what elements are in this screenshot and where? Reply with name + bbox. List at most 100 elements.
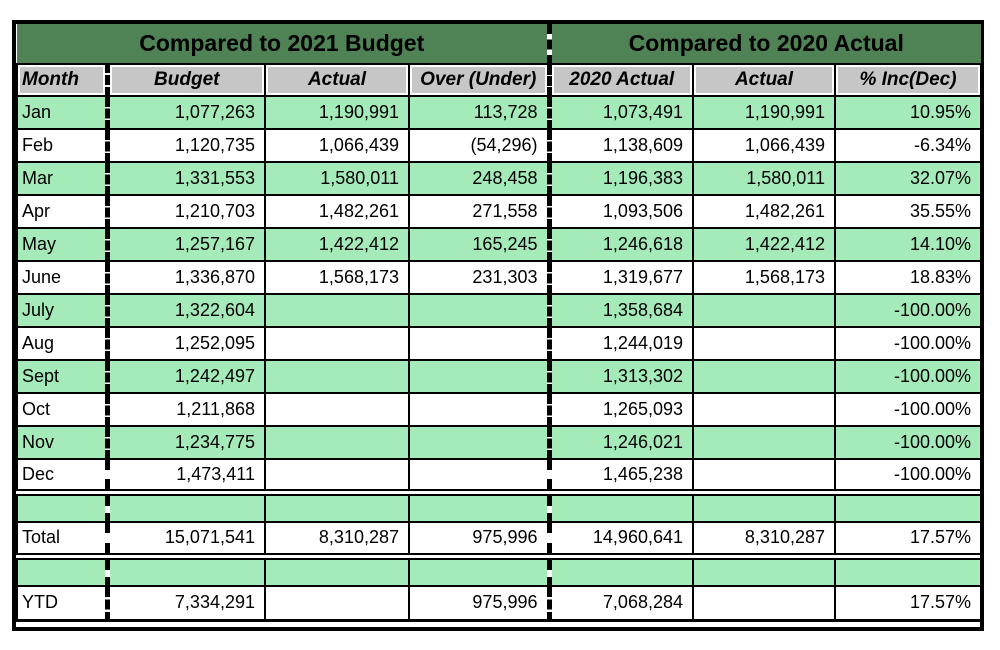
cell-ytd-2020-actual: 7,068,284: [546, 585, 694, 622]
cell-budget: 1,331,553: [106, 161, 266, 196]
cell-actual: [264, 425, 410, 460]
cell-over-under: [408, 392, 550, 427]
spacer-cell: [16, 552, 110, 587]
cell-over-under: 248,458: [408, 161, 550, 196]
cell-ytd-budget: 7,334,291: [106, 585, 266, 622]
column-header-actual-vs: Actual: [692, 63, 836, 97]
cell-over-under: [408, 326, 550, 361]
column-header-month: Month: [16, 63, 110, 97]
group-title-2020-actual: Compared to 2020 Actual: [546, 24, 982, 65]
cell-budget: 1,234,775: [106, 425, 266, 460]
cell-actual-vs: 1,066,439: [692, 128, 836, 163]
cell-budget: 1,211,868: [106, 392, 266, 427]
cell-over-under: [408, 458, 550, 493]
cell-actual-vs: [692, 293, 836, 328]
cell-total-2020-actual: 14,960,641: [546, 521, 694, 557]
cell-actual: 1,482,261: [264, 194, 410, 229]
cell-actual-vs: [692, 392, 836, 427]
cell-actual: 1,066,439: [264, 128, 410, 163]
cell-over-under: (54,296): [408, 128, 550, 163]
cell-pct-inc-dec: 18.83%: [833, 260, 983, 295]
table-row-sept: Sept 1,242,497 1,313,302 -100.00%: [16, 359, 983, 394]
cell-actual: [264, 392, 410, 427]
cell-actual-vs: [692, 458, 836, 493]
cell-month: Sept: [16, 359, 110, 394]
table-row-aug: Aug 1,252,095 1,244,019 -100.00%: [16, 326, 983, 361]
cell-month: Aug: [16, 326, 110, 361]
column-header-budget: Budget: [106, 63, 266, 97]
cell-pct-inc-dec: -100.00%: [833, 425, 983, 460]
cell-2020-actual: 1,093,506: [546, 194, 694, 229]
ytd-row: YTD 7,334,291 975,996 7,068,284 17.57%: [16, 585, 983, 622]
cell-pct-inc-dec: -100.00%: [833, 359, 983, 394]
cell-actual: 1,580,011: [264, 161, 410, 196]
cell-2020-actual: 1,244,019: [546, 326, 694, 361]
cell-actual: 1,568,173: [264, 260, 410, 295]
cell-actual: [264, 458, 410, 493]
table-row-nov: Nov 1,234,775 1,246,021 -100.00%: [16, 425, 983, 460]
cell-month: Dec: [16, 458, 110, 493]
cell-month: Oct: [16, 392, 110, 427]
cell-actual: [264, 359, 410, 394]
cell-total-pct-inc-dec: 17.57%: [833, 521, 983, 557]
cell-actual-vs: [692, 425, 836, 460]
cell-2020-actual: 1,313,302: [546, 359, 694, 394]
spacer-cell: [408, 488, 550, 523]
cell-ytd-label: YTD: [16, 585, 110, 622]
cell-ytd-actual: [264, 585, 410, 622]
column-header-row: Month Budget Actual Over (Under) 2020 Ac…: [16, 63, 983, 97]
cell-month: July: [16, 293, 110, 328]
spacer-cell: [833, 552, 983, 587]
cell-pct-inc-dec: 35.55%: [833, 194, 983, 229]
spacer-cell: [833, 488, 983, 523]
cell-actual-vs: [692, 359, 836, 394]
cell-budget: 1,336,870: [106, 260, 266, 295]
cell-total-actual: 8,310,287: [264, 521, 410, 557]
cell-pct-inc-dec: 14.10%: [833, 227, 983, 262]
cell-actual-vs: 1,568,173: [692, 260, 836, 295]
cell-2020-actual: 1,073,491: [546, 95, 694, 130]
group-title-2021-budget: Compared to 2021 Budget: [17, 24, 549, 65]
cell-over-under: 231,303: [408, 260, 550, 295]
cell-budget: 1,252,095: [106, 326, 266, 361]
spacer-row: [16, 552, 983, 587]
cell-2020-actual: 1,196,383: [546, 161, 694, 196]
cell-month: June: [16, 260, 110, 295]
table-row-feb: Feb 1,120,735 1,066,439 (54,296) 1,138,6…: [16, 128, 983, 163]
cell-total-actual-vs: 8,310,287: [692, 521, 836, 557]
table-row-dec: Dec 1,473,411 1,465,238 -100.00%: [16, 458, 983, 493]
column-header-2020-actual: 2020 Actual: [546, 63, 694, 97]
cell-month: May: [16, 227, 110, 262]
column-header-actual: Actual: [264, 63, 410, 97]
cell-pct-inc-dec: -100.00%: [833, 392, 983, 427]
spacer-cell: [106, 488, 266, 523]
cell-ytd-over-under: 975,996: [408, 585, 550, 622]
cell-over-under: 165,245: [408, 227, 550, 262]
table-row-june: June 1,336,870 1,568,173 231,303 1,319,6…: [16, 260, 983, 295]
spacer-cell: [264, 552, 410, 587]
column-header-pct-inc-dec: % Inc(Dec): [833, 63, 983, 97]
cell-pct-inc-dec: -100.00%: [833, 458, 983, 493]
cell-2020-actual: 1,358,684: [546, 293, 694, 328]
spacer-cell: [408, 552, 550, 587]
cell-month: Nov: [16, 425, 110, 460]
budget-comparison-table: Compared to 2021 Budget Compared to 2020…: [16, 24, 983, 622]
cell-2020-actual: 1,465,238: [546, 458, 694, 493]
cell-actual: [264, 326, 410, 361]
spacer-cell: [106, 552, 266, 587]
cell-over-under: 271,558: [408, 194, 550, 229]
table-row-oct: Oct 1,211,868 1,265,093 -100.00%: [16, 392, 983, 427]
cell-total-over-under: 975,996: [408, 521, 550, 557]
table-row-july: July 1,322,604 1,358,684 -100.00%: [16, 293, 983, 328]
cell-pct-inc-dec: 10.95%: [833, 95, 983, 130]
cell-ytd-pct-inc-dec: 17.57%: [833, 585, 983, 622]
cell-2020-actual: 1,246,021: [546, 425, 694, 460]
cell-total-budget: 15,071,541: [106, 521, 266, 557]
cell-actual-vs: 1,580,011: [692, 161, 836, 196]
cell-budget: 1,257,167: [106, 227, 266, 262]
cell-over-under: [408, 425, 550, 460]
cell-actual-vs: 1,482,261: [692, 194, 836, 229]
cell-budget: 1,322,604: [106, 293, 266, 328]
cell-pct-inc-dec: -100.00%: [833, 326, 983, 361]
spacer-cell: [692, 552, 836, 587]
